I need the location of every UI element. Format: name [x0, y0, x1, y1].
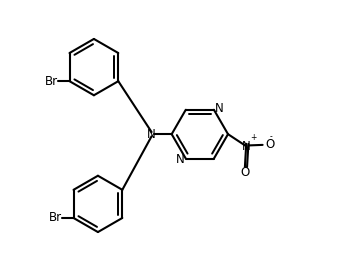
Text: N: N — [242, 140, 250, 153]
Text: Br: Br — [45, 75, 58, 88]
Text: Br: Br — [49, 211, 62, 224]
Text: O: O — [240, 166, 249, 179]
Text: O: O — [265, 138, 274, 151]
Text: N: N — [147, 128, 156, 141]
Text: N: N — [176, 153, 185, 166]
Text: -: - — [269, 132, 272, 141]
Text: N: N — [215, 102, 224, 115]
Text: +: + — [250, 133, 257, 142]
